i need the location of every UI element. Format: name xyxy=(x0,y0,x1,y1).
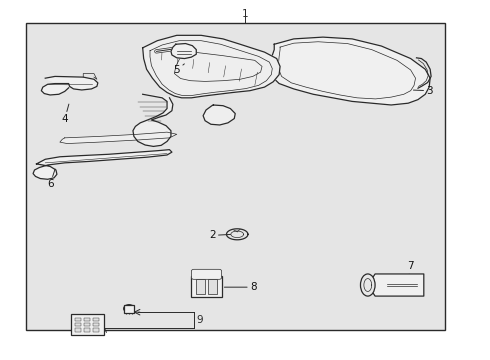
Ellipse shape xyxy=(123,305,134,312)
Polygon shape xyxy=(33,150,172,179)
Bar xyxy=(84,318,90,321)
Bar xyxy=(123,305,134,312)
Polygon shape xyxy=(60,132,177,144)
Bar xyxy=(196,279,205,294)
Bar xyxy=(93,323,99,327)
Bar xyxy=(93,328,99,332)
Text: 2: 2 xyxy=(209,230,230,240)
FancyBboxPatch shape xyxy=(192,269,221,279)
Text: 8: 8 xyxy=(224,282,256,292)
Bar xyxy=(93,318,99,321)
Polygon shape xyxy=(203,105,235,125)
Text: 7: 7 xyxy=(407,261,414,274)
Polygon shape xyxy=(368,274,424,296)
Text: 6: 6 xyxy=(47,169,55,189)
Ellipse shape xyxy=(361,274,375,296)
Bar xyxy=(75,318,81,321)
Polygon shape xyxy=(143,35,280,98)
Bar xyxy=(84,328,90,332)
Text: 5: 5 xyxy=(173,64,184,75)
Polygon shape xyxy=(270,37,430,105)
Text: 1: 1 xyxy=(242,9,248,19)
Bar xyxy=(192,276,221,297)
Bar xyxy=(26,23,445,330)
Polygon shape xyxy=(41,76,98,95)
Polygon shape xyxy=(133,94,173,147)
Bar xyxy=(75,323,81,327)
Polygon shape xyxy=(171,44,196,59)
Text: 3: 3 xyxy=(414,86,433,96)
Bar xyxy=(208,279,217,294)
Text: 9: 9 xyxy=(196,315,203,325)
Text: 4: 4 xyxy=(61,104,69,124)
Bar xyxy=(71,314,104,336)
Bar xyxy=(75,328,81,332)
Bar xyxy=(84,323,90,327)
